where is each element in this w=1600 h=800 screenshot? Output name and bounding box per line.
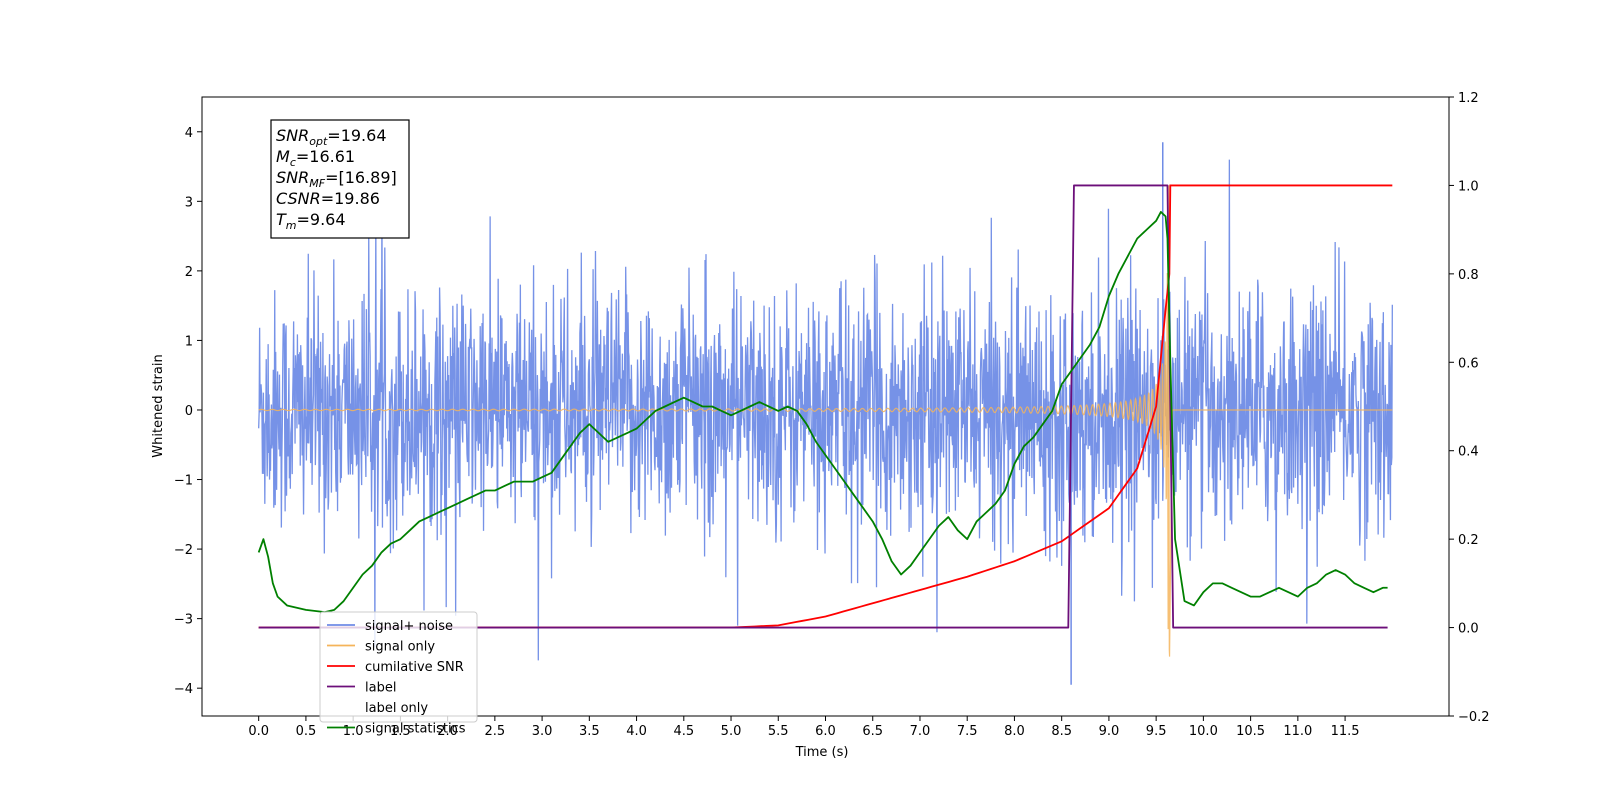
annotation-symbol: M (276, 147, 290, 166)
annotation-box: SNRopt=19.64Mc=16.61SNRMF=[16.89]CSNR=19… (270, 119, 410, 239)
y-axis-label: Whitened strain (151, 354, 166, 457)
series-cumulative-snr (258, 184, 1393, 629)
legend-label: signal only (365, 640, 435, 655)
x-tick-label: 5.0 (721, 724, 742, 739)
annotation-subscript: opt (309, 135, 328, 148)
annotation-line: Mc=16.61 (276, 147, 355, 169)
x-tick-label: 0.0 (248, 724, 269, 739)
x-tick-label: 6.0 (815, 724, 836, 739)
legend-label: cumilative SNR (365, 660, 464, 675)
annotation-symbol: SNR (276, 126, 309, 145)
x-axis-ticks: 0.0 0.5 1.0 1.5 2.0 2.5 3.0 3.5 4.0 4.5 5.0 5.5 6.0 6… (248, 716, 1360, 739)
x-tick-label: 0.5 (296, 724, 317, 739)
annotation-line: SNRopt=19.64 (276, 126, 387, 148)
y2-tick-label: −0.2 (1458, 710, 1490, 725)
y2-axis-ticks: 1.2 1.0 0.8 0.6 0.4 0.2 0.0 −0.2 (1449, 91, 1490, 725)
x-tick-label: 11.5 (1331, 724, 1360, 739)
y2-tick-label: 0.2 (1458, 533, 1479, 548)
annotation-line: SNRMF=[16.89] (276, 168, 397, 190)
x-tick-label: 7.0 (910, 724, 931, 739)
annotation-value: =19.86 (321, 189, 380, 208)
x-tick-label: 4.5 (673, 724, 694, 739)
x-tick-label: 6.5 (862, 724, 883, 739)
annotation-symbol: CSNR (276, 189, 321, 208)
x-tick-label: 11.0 (1283, 724, 1312, 739)
legend-label: signal statistics (365, 722, 466, 737)
series-signal-only (258, 185, 1393, 657)
y2-tick-label: 0.8 (1458, 268, 1479, 283)
x-tick-label: 1.5 (390, 724, 411, 739)
annotation-value: =19.64 (327, 126, 386, 145)
x-tick-label: 3.5 (579, 724, 600, 739)
y-tick-label: −3 (174, 613, 193, 628)
y2-tick-label: 0.4 (1458, 445, 1479, 460)
series-signal-statistics (257, 211, 1388, 613)
legend: signal+ noise signal only cumilative SNR la… (319, 611, 478, 737)
y-tick-label: −4 (174, 682, 193, 697)
x-tick-label: 7.5 (957, 724, 978, 739)
x-axis-label: Time (s) (795, 745, 849, 760)
legend-label: label only (365, 701, 428, 716)
annotation-subscript: MF (309, 177, 325, 190)
y2-tick-label: 0.0 (1458, 622, 1479, 637)
x-tick-label: 2.5 (485, 724, 506, 739)
series-label (258, 184, 1388, 629)
y2-tick-label: 0.6 (1458, 356, 1479, 371)
x-tick-label: 9.5 (1146, 724, 1167, 739)
series-signal-noise (258, 159, 1393, 661)
annotation-line: CSNR=19.86 (276, 189, 380, 208)
y-axis-ticks: 4 3 2 1 0 −1 −2 −3 −4 (174, 126, 202, 697)
series-layer (257, 142, 1393, 685)
y-tick-label: 2 (185, 265, 193, 280)
annotation-value: =16.61 (296, 147, 355, 166)
legend-frame (319, 611, 478, 723)
x-tick-label: 5.5 (768, 724, 789, 739)
annotation-frame (270, 119, 410, 239)
annotation-symbol: SNR (276, 168, 309, 187)
y-tick-label: 1 (185, 334, 193, 349)
x-tick-label: 8.5 (1051, 724, 1072, 739)
annotation-value: =9.64 (297, 210, 346, 229)
x-tick-label: 4.0 (626, 724, 647, 739)
annotation-subscript: m (286, 219, 297, 232)
annotation-value: =[16.89] (325, 168, 397, 187)
x-tick-label: 1.0 (343, 724, 364, 739)
x-tick-label: 9.0 (1099, 724, 1120, 739)
x-tick-label: 3.0 (532, 724, 553, 739)
legend-label: label (365, 681, 396, 696)
x-tick-label: 10.0 (1189, 724, 1218, 739)
x-tick-label: 8.0 (1004, 724, 1025, 739)
y2-tick-label: 1.2 (1458, 91, 1479, 106)
y-tick-label: 4 (185, 126, 193, 141)
annotation-subscript: c (290, 156, 296, 169)
annotation-symbol: T (276, 210, 287, 229)
x-tick-label: 10.5 (1236, 724, 1265, 739)
y-tick-label: 3 (185, 195, 193, 210)
y-tick-label: 0 (185, 404, 193, 419)
legend-label: signal+ noise (365, 619, 453, 634)
y-tick-label: −2 (174, 543, 193, 558)
y2-tick-label: 1.0 (1458, 179, 1479, 194)
x-tick-label: 2.0 (437, 724, 458, 739)
annotation-line: Tm=9.64 (276, 210, 346, 232)
y-tick-label: −1 (174, 474, 193, 489)
